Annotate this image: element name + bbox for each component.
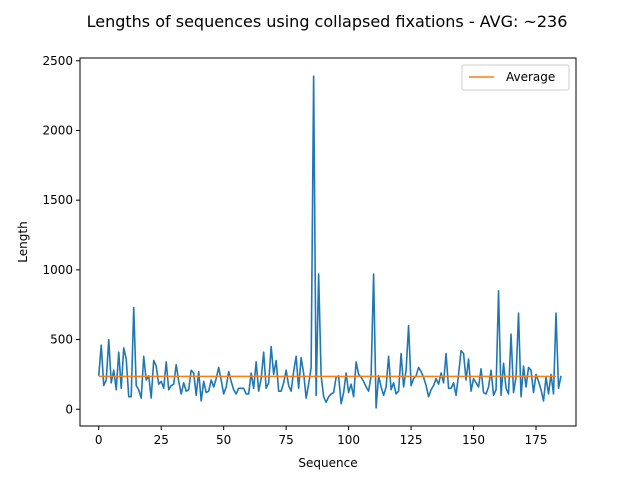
y-axis-label: Length bbox=[16, 221, 30, 262]
x-tick-label: 150 bbox=[462, 433, 485, 447]
plot-frame bbox=[79, 57, 577, 427]
legend-average-label: Average bbox=[506, 70, 555, 84]
series-length-line bbox=[97, 75, 562, 409]
y-axis: 0 500 1000 1500 2000 2500 bbox=[42, 54, 80, 416]
legend-box bbox=[461, 64, 570, 91]
y-tick-label: 1000 bbox=[42, 263, 73, 277]
y-tick-label: 1500 bbox=[42, 193, 73, 207]
y-tick-label: 2000 bbox=[42, 123, 73, 137]
chart-title: Lengths of sequences using collapsed fix… bbox=[87, 12, 568, 31]
y-tick-label: 2500 bbox=[42, 54, 73, 68]
y-tick-label: 500 bbox=[50, 333, 73, 347]
x-tick-label: 0 bbox=[95, 433, 103, 447]
y-tick-label: 0 bbox=[65, 402, 73, 416]
x-tick-label: 50 bbox=[216, 433, 231, 447]
x-tick-label: 125 bbox=[400, 433, 423, 447]
x-tick-label: 175 bbox=[525, 433, 548, 447]
plot-area bbox=[97, 75, 562, 409]
x-axis: 0 25 50 75 100 125 150 175 bbox=[95, 426, 548, 447]
x-tick-label: 25 bbox=[154, 433, 169, 447]
x-axis-label: Sequence bbox=[298, 456, 357, 470]
x-tick-label: 100 bbox=[337, 433, 360, 447]
legend: Average bbox=[461, 64, 570, 91]
x-tick-label: 75 bbox=[279, 433, 294, 447]
